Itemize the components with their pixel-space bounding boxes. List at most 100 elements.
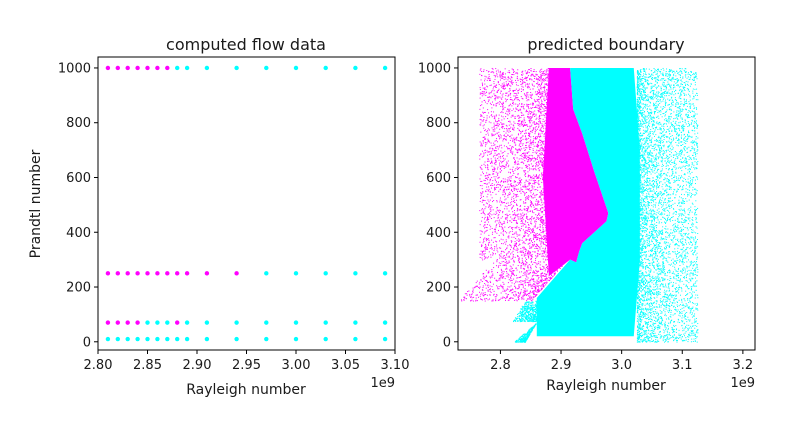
scatter-dot [537,248,539,250]
scatter-dot [534,176,536,178]
scatter-dot [542,118,544,120]
scatter-dot [659,182,661,184]
scatter-dot [551,170,553,172]
scatter-dot [672,139,674,141]
scatter-dot [532,263,534,265]
scatter-dot [645,223,647,225]
scatter-dot [544,85,546,87]
scatter-dot [691,136,693,138]
scatter-dot [691,103,693,105]
scatter-dot [524,94,526,96]
scatter-dot [535,308,537,310]
scatter-dot [542,241,544,243]
scatter-dot [541,280,543,282]
scatter-dot [507,215,509,217]
scatter-dot [529,239,531,241]
scatter-dot [504,178,506,180]
scatter-dot [494,97,496,99]
scatter-dot [528,219,530,221]
scatter-dot [662,141,664,143]
scatter-dot [644,291,646,293]
scatter-dot [638,296,640,298]
scatter-dot [663,123,665,125]
scatter-dot [502,180,504,182]
scatter-dot [501,126,503,128]
scatter-dot [658,95,660,97]
scatter-dot [637,186,639,188]
scatter-dot [551,172,553,174]
scatter-dot [494,116,496,118]
scatter-dot [685,136,687,138]
scatter-dot [515,184,517,186]
scatter-dot [637,312,639,314]
scatter-dot [498,146,500,148]
scatter-dot [650,315,652,317]
scatter-dot [684,211,686,213]
scatter-dot [523,306,525,308]
scatter-dot [534,123,536,125]
scatter-dot [669,305,671,307]
scatter-dot [665,70,667,72]
scatter-dot [664,292,666,294]
scatter-dot [526,253,528,255]
scatter-dot [517,296,519,298]
scatter-dot [551,272,553,274]
scatter-dot [504,291,506,293]
scatter-dot [641,262,643,264]
scatter-dot [485,257,487,259]
scatter-dot [527,206,529,208]
scatter-dot [531,211,533,213]
scatter-dot [551,191,553,193]
scatter-dot [664,305,666,307]
scatter-dot [697,132,699,134]
scatter-dot [684,68,686,70]
scatter-dot [544,199,546,201]
scatter-dot [653,227,655,229]
scatter-dot [685,83,687,85]
scatter-dot [530,318,532,320]
scatter-dot [491,239,493,241]
scatter-dot [507,71,509,73]
scatter-dot [670,295,672,297]
scatter-dot [686,227,688,229]
scatter-dot [482,287,484,289]
scatter-dot [667,338,669,340]
scatter-dot [642,184,644,186]
scatter-dot [488,96,490,98]
chart-left-xtick-label: 3.10 [381,358,410,373]
scatter-dot [528,147,530,149]
scatter-dot [691,296,693,298]
scatter-dot [647,216,649,218]
scatter-dot [643,164,645,166]
scatter-dot [655,254,657,256]
scatter-dot [651,78,653,80]
scatter-dot [530,267,532,269]
scatter-dot [653,185,655,187]
scatter-dot [492,201,494,203]
scatter-dot [674,162,676,164]
scatter-dot [693,338,695,340]
scatter-dot [643,92,645,94]
scatter-dot [535,246,537,248]
scatter-dot [501,161,503,163]
scatter-dot [508,294,510,296]
scatter-dot [549,103,551,105]
scatter-dot [550,188,552,190]
scatter-dot [649,171,651,173]
scatter-dot [531,308,533,310]
scatter-dot [517,209,519,211]
scatter-dot [681,256,683,258]
scatter-dot [556,262,558,264]
scatter-dot [681,119,683,121]
scatter-dot [690,242,692,244]
scatter-dot [671,337,673,339]
scatter-dot [541,268,543,270]
scatter-dot [639,76,641,78]
scatter-dot [492,130,494,132]
scatter-dot [653,188,655,190]
scatter-dot [502,107,504,109]
scatter-dot [665,231,667,233]
scatter-dot [547,145,549,147]
scatter-dot [489,102,491,104]
scatter-dot [657,115,659,117]
